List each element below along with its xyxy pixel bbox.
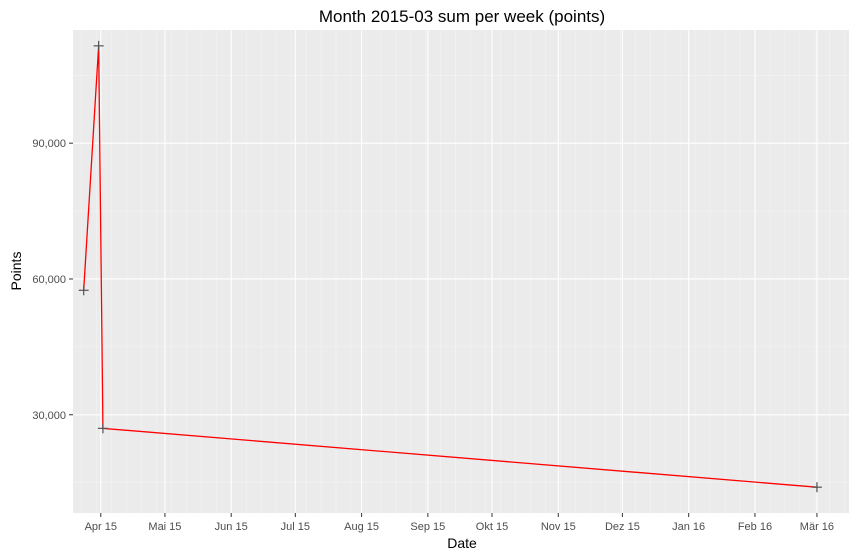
data-point <box>97 423 108 434</box>
x-tick-label: Dez 15 <box>605 521 640 533</box>
x-tick-label: Mär 16 <box>800 521 834 533</box>
x-tick-label: Aug 15 <box>344 521 379 533</box>
data-point <box>78 285 89 296</box>
x-tick-label: Jul 15 <box>281 521 310 533</box>
x-axis-label: Date <box>447 535 477 551</box>
x-tick-label: Feb 16 <box>738 521 772 533</box>
y-axis-label: Points <box>8 252 24 291</box>
y-tick-label: 90,000 <box>32 138 66 150</box>
plot-background <box>73 30 849 513</box>
y-tick-label: 30,000 <box>32 410 66 422</box>
x-tick-label: Mai 15 <box>148 521 181 533</box>
grid-lines <box>73 30 849 513</box>
x-tick-label: Nov 15 <box>541 521 576 533</box>
x-axis: Apr 15 Mai 15 Jun 15 Jul 15 Aug 15 Sep 15 Okt … <box>85 513 834 533</box>
x-tick-label: Okt 15 <box>476 521 508 533</box>
data-point <box>93 40 104 51</box>
y-axis: 30,000 60,000 90,000 <box>32 138 73 422</box>
plot-panel <box>73 30 849 513</box>
x-tick-label: Sep 15 <box>410 521 445 533</box>
x-tick-label: Jan 16 <box>672 521 705 533</box>
data-point <box>811 482 822 493</box>
x-tick-label: Apr 15 <box>85 521 117 533</box>
x-tick-label: Jun 15 <box>215 521 248 533</box>
chart-title: Month 2015-03 sum per week (points) <box>319 7 605 26</box>
y-tick-label: 60,000 <box>32 274 66 286</box>
series-layer <box>78 40 822 493</box>
series-line <box>83 45 817 488</box>
